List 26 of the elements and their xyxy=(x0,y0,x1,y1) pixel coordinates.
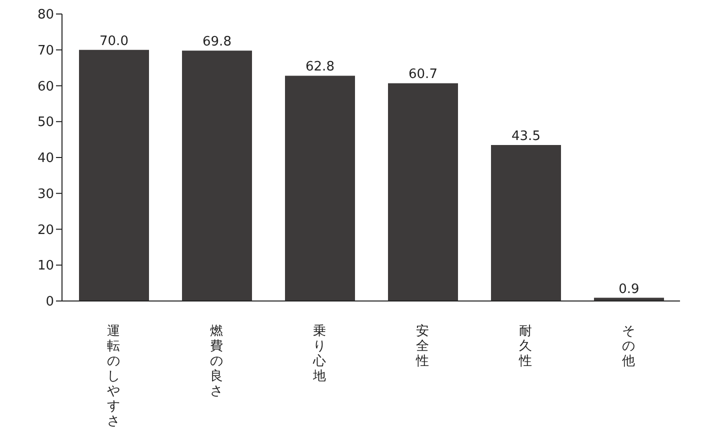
data-label: 62.8 xyxy=(306,60,334,75)
data-label: 0.9 xyxy=(618,282,640,297)
x-tick-label: その他 xyxy=(622,324,635,369)
y-tick-label: 40 xyxy=(37,151,54,166)
bar xyxy=(285,76,355,301)
x-tick-label: 燃費の良さ xyxy=(210,324,223,399)
y-tick-label: 10 xyxy=(37,258,54,274)
data-label: 70.0 xyxy=(100,34,128,49)
x-tick-label: 耐久性 xyxy=(518,324,532,369)
data-label: 69.8 xyxy=(202,34,232,50)
y-tick-label: 80 xyxy=(37,8,54,23)
x-tick-label: 安全性 xyxy=(415,323,429,369)
x-tick-label: 運転のしやすさ xyxy=(107,324,120,429)
y-tick-label: 30 xyxy=(37,186,54,202)
y-tick-label: 0 xyxy=(46,294,54,310)
data-label: 60.7 xyxy=(408,67,438,82)
y-tick-label: 20 xyxy=(37,222,54,238)
y-tick-label: 50 xyxy=(37,115,54,130)
bar xyxy=(79,50,149,301)
y-tick-label: 70 xyxy=(37,43,54,58)
x-tick-label: 乗り心地 xyxy=(312,324,326,384)
y-tick-label: 60 xyxy=(37,79,54,94)
bar xyxy=(388,83,458,301)
bar xyxy=(182,50,252,301)
bar xyxy=(491,144,561,301)
data-label: 43.5 xyxy=(512,128,540,144)
